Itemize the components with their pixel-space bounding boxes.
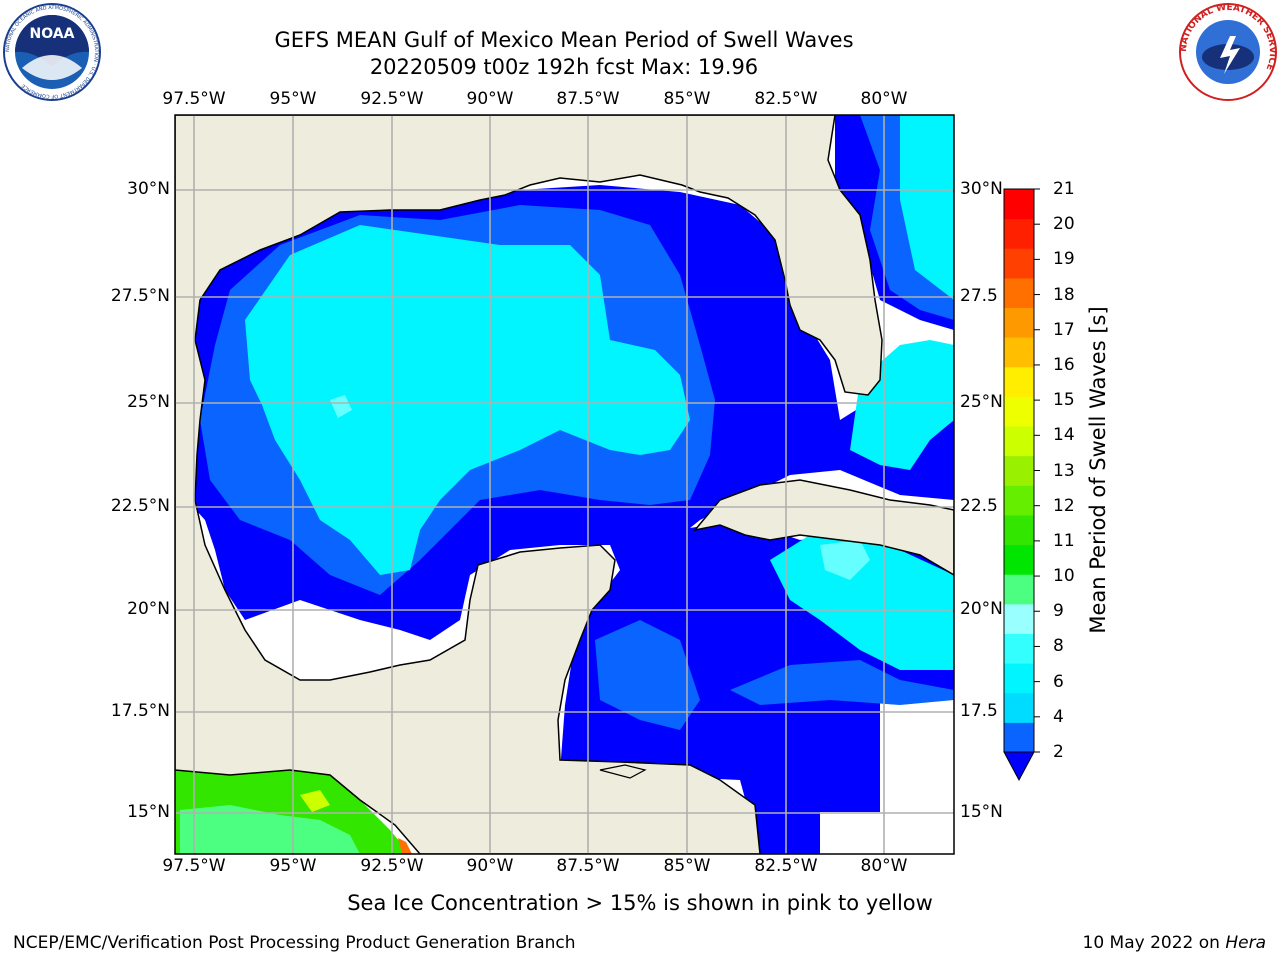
land-north-america	[175, 115, 883, 854]
colorbar-band	[1004, 544, 1034, 575]
lat-label-right: 27.5	[960, 286, 998, 306]
colorbar-band	[1004, 366, 1034, 397]
colorbar-band	[1004, 307, 1034, 338]
colorbar-band	[1004, 218, 1034, 249]
sea-ice-note: Sea Ice Concentration > 15% is shown in …	[347, 891, 933, 915]
colorbar-tick-label: 2	[1053, 742, 1064, 762]
colorbar-tick-label: 21	[1053, 179, 1075, 199]
lat-label-right: 17.5	[960, 701, 998, 721]
colorbar-extend-arrow	[1003, 751, 1035, 782]
colorbar-tick-label: 15	[1053, 390, 1075, 411]
lon-label-bottom: 97.5°W	[162, 856, 226, 876]
colorbar-band	[1004, 663, 1034, 694]
footer-date: 10 May 2022 on Hera	[1083, 933, 1267, 953]
colorbar-band	[1004, 426, 1034, 457]
lon-label-bottom: 95°W	[269, 856, 317, 876]
colorbar-band	[1004, 574, 1034, 605]
colorbar-band	[1004, 633, 1034, 664]
colorbar-tick-label: 6	[1053, 671, 1064, 692]
lon-label-top: 97.5°W	[162, 89, 226, 109]
colorbar-band	[1004, 603, 1034, 634]
colorbar-tick-label: 19	[1053, 249, 1075, 270]
lat-label-left: 30°N	[127, 179, 170, 199]
lat-label-left: 25°N	[127, 392, 170, 412]
lon-label-bottom: 87.5°W	[556, 856, 620, 876]
nws-logo: NATIONAL WEATHER SERVICE	[1179, 3, 1277, 101]
colorbar-tick-label: 17	[1053, 319, 1075, 340]
lon-label-bottom: 82.5°W	[754, 856, 818, 876]
colorbar	[1003, 188, 1040, 782]
lon-label-top: 82.5°W	[754, 89, 818, 109]
lat-label-right: 20°N	[960, 599, 1003, 619]
lat-label-right: 25°N	[960, 392, 1003, 412]
colorbar-band	[1004, 248, 1034, 279]
swell-field-cyan-ne	[900, 115, 954, 300]
lat-label-left: 20°N	[127, 599, 170, 619]
lon-label-top: 85°W	[663, 89, 711, 109]
land-jamaica	[599, 764, 647, 779]
footer-branch: NCEP/EMC/Verification Post Processing Pr…	[13, 933, 576, 953]
colorbar-title: Mean Period of Swell Waves [s]	[1086, 306, 1110, 634]
colorbar-tick-label: 11	[1053, 530, 1075, 551]
chart-title: GEFS MEAN Gulf of Mexico Mean Period of …	[274, 28, 854, 52]
lat-label-left: 22.5°N	[110, 496, 170, 516]
colorbar-band	[1004, 277, 1034, 309]
pacific-field-light-green	[180, 805, 360, 854]
colorbar-tick-label: 4	[1053, 706, 1064, 727]
colorbar-tick-label: 20	[1053, 214, 1075, 235]
colorbar-band	[1004, 485, 1034, 516]
colorbar-tick-label: 12	[1053, 495, 1075, 516]
swell-field-mid-blue-south	[595, 620, 700, 730]
lat-label-right: 30°N	[960, 179, 1003, 199]
chart-subtitle: 20220509 t00z 192h fcst Max: 19.96	[369, 55, 759, 79]
lon-label-top: 90°W	[466, 89, 514, 109]
colorbar-tick-label: 9	[1053, 601, 1064, 622]
lat-label-left: 17.5°N	[110, 701, 170, 721]
noaa-logo: NOAA NATIONAL OCEANIC AND ATMOSPHERIC AD…	[3, 3, 101, 101]
swell-field-cyan	[245, 225, 690, 575]
swell-field-light-cyan-2	[330, 395, 352, 418]
footer-date-text: 10 May 2022 on	[1082, 933, 1220, 953]
colorbar-tick-label: 8	[1053, 636, 1064, 657]
lat-label-left: 27.5°N	[110, 286, 170, 306]
colorbar-band	[1004, 396, 1034, 427]
noaa-logo-text: NOAA	[30, 26, 75, 42]
lon-label-bottom: 92.5°W	[360, 856, 424, 876]
colorbar-band	[1004, 514, 1034, 546]
colorbar-tick-label: 16	[1053, 354, 1075, 375]
lon-label-bottom: 85°W	[663, 856, 711, 876]
lat-label-right: 15°N	[960, 802, 1003, 822]
pacific-field-orange	[398, 838, 412, 854]
colorbar-band	[1004, 692, 1034, 723]
colorbar-tick-label: 10	[1053, 566, 1075, 587]
pacific-field-yellow-green	[300, 790, 330, 812]
colorbar-band	[1004, 189, 1034, 220]
colorbar-tick-label: 18	[1053, 284, 1075, 305]
lon-label-top: 95°W	[269, 89, 317, 109]
lat-label-right: 22.5	[960, 496, 998, 516]
colorbar-band	[1004, 337, 1034, 368]
colorbar-band	[1004, 722, 1034, 753]
lon-label-top: 80°W	[860, 89, 908, 109]
swell-field-cyan-caribbean	[770, 530, 954, 670]
lon-label-bottom: 80°W	[860, 856, 908, 876]
footer-host: Hera	[1225, 933, 1266, 953]
lon-label-bottom: 90°W	[466, 856, 514, 876]
colorbar-band	[1004, 455, 1034, 486]
lon-label-top: 87.5°W	[556, 89, 620, 109]
lon-label-top: 92.5°W	[360, 89, 424, 109]
colorbar-tick-label: 13	[1053, 460, 1075, 481]
colorbar-tick-label: 14	[1053, 425, 1075, 446]
lat-label-left: 15°N	[127, 802, 170, 822]
swell-field-light-cyan	[820, 540, 870, 580]
